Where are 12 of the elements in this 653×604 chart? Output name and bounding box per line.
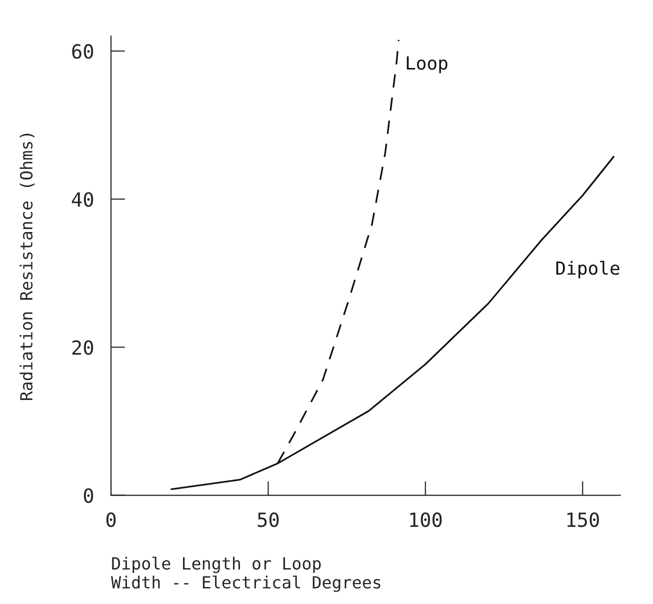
y-tick-label: 40 xyxy=(72,192,94,207)
x-tick-label: 100 xyxy=(410,512,442,528)
x-axis-title: Dipole Length or Loop Width -- Electrical Degrees xyxy=(111,556,380,592)
y-axis-title: Radiation Resistance (Ohms) xyxy=(20,134,35,400)
y-tick-label: 0 xyxy=(84,488,94,503)
x-tick-label: 50 xyxy=(258,512,279,528)
x-tick-label: 0 xyxy=(106,512,116,528)
x-tick-label: 150 xyxy=(567,512,599,528)
series-label: Loop xyxy=(406,56,448,74)
y-tick-label: 20 xyxy=(72,340,94,355)
series-label: Dipole xyxy=(556,260,620,278)
y-tick-label: 60 xyxy=(72,44,94,59)
